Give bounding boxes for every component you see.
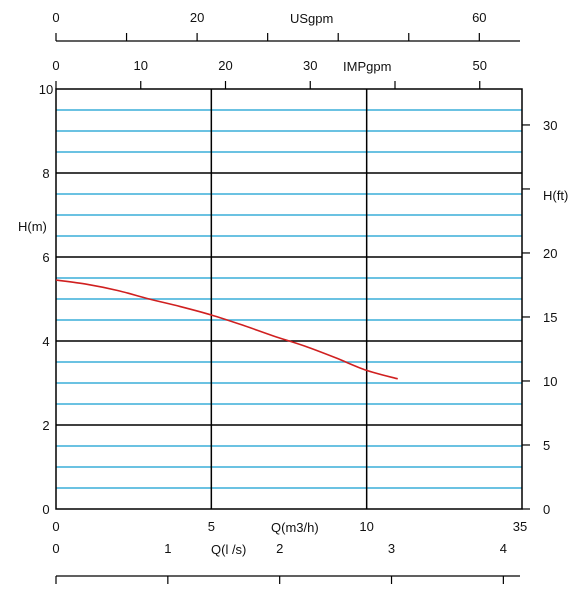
grid-layer — [55, 88, 523, 510]
right-tick-label: 30 — [543, 118, 557, 133]
q-m3h-tick-label: 10 — [359, 519, 373, 534]
axes-layer: 0 2 4 6 8 10 0 5 10 15 20 30 0 5 10 35 0 1 2 3 4 0 20 60 0 10 20 30… — [39, 10, 557, 584]
usgpm-tick-label: 60 — [472, 10, 486, 25]
right-tick-label: 5 — [543, 438, 550, 453]
right-tick-label: 10 — [543, 374, 557, 389]
left-tick-label: 0 — [42, 502, 49, 517]
usgpm-axis-label: USgpm — [290, 11, 333, 26]
q-m3h-axis-label: Q(m3/h) — [271, 520, 319, 535]
q-ls-tick-label: 0 — [52, 541, 59, 556]
right-tick-label: 20 — [543, 246, 557, 261]
performance-curve — [55, 279, 398, 380]
usgpm-tick-label: 0 — [52, 10, 59, 25]
q-ls-axis-label: Q(l /s) — [211, 542, 246, 557]
q-ls-tick-label: 1 — [164, 541, 171, 556]
left-tick-label: 8 — [42, 166, 49, 181]
impgpm-axis-label: IMPgpm — [343, 59, 391, 74]
left-tick-label: 2 — [42, 418, 49, 433]
q-m3h-tick-label: 35 — [513, 519, 527, 534]
right-axis-label: H(ft) — [543, 188, 568, 203]
q-ls-tick-label: 4 — [500, 541, 507, 556]
q-m3h-tick-label: 0 — [52, 519, 59, 534]
impgpm-tick-label: 20 — [218, 58, 232, 73]
q-ls-tick-label: 2 — [276, 541, 283, 556]
impgpm-tick-label: 50 — [473, 58, 487, 73]
usgpm-tick-label: 20 — [190, 10, 204, 25]
q-m3h-tick-label: 5 — [208, 519, 215, 534]
left-tick-label: 10 — [39, 82, 53, 97]
q-ls-tick-label: 3 — [388, 541, 395, 556]
curve-layer — [55, 279, 398, 380]
plot-frame — [55, 88, 523, 510]
impgpm-tick-label: 10 — [134, 58, 148, 73]
left-axis-label: H(m) — [18, 219, 47, 234]
left-tick-label: 6 — [42, 250, 49, 265]
impgpm-tick-label: 30 — [303, 58, 317, 73]
right-tick-label: 0 — [543, 502, 550, 517]
left-tick-label: 4 — [42, 334, 49, 349]
right-tick-label: 15 — [543, 310, 557, 325]
impgpm-tick-label: 0 — [52, 58, 59, 73]
